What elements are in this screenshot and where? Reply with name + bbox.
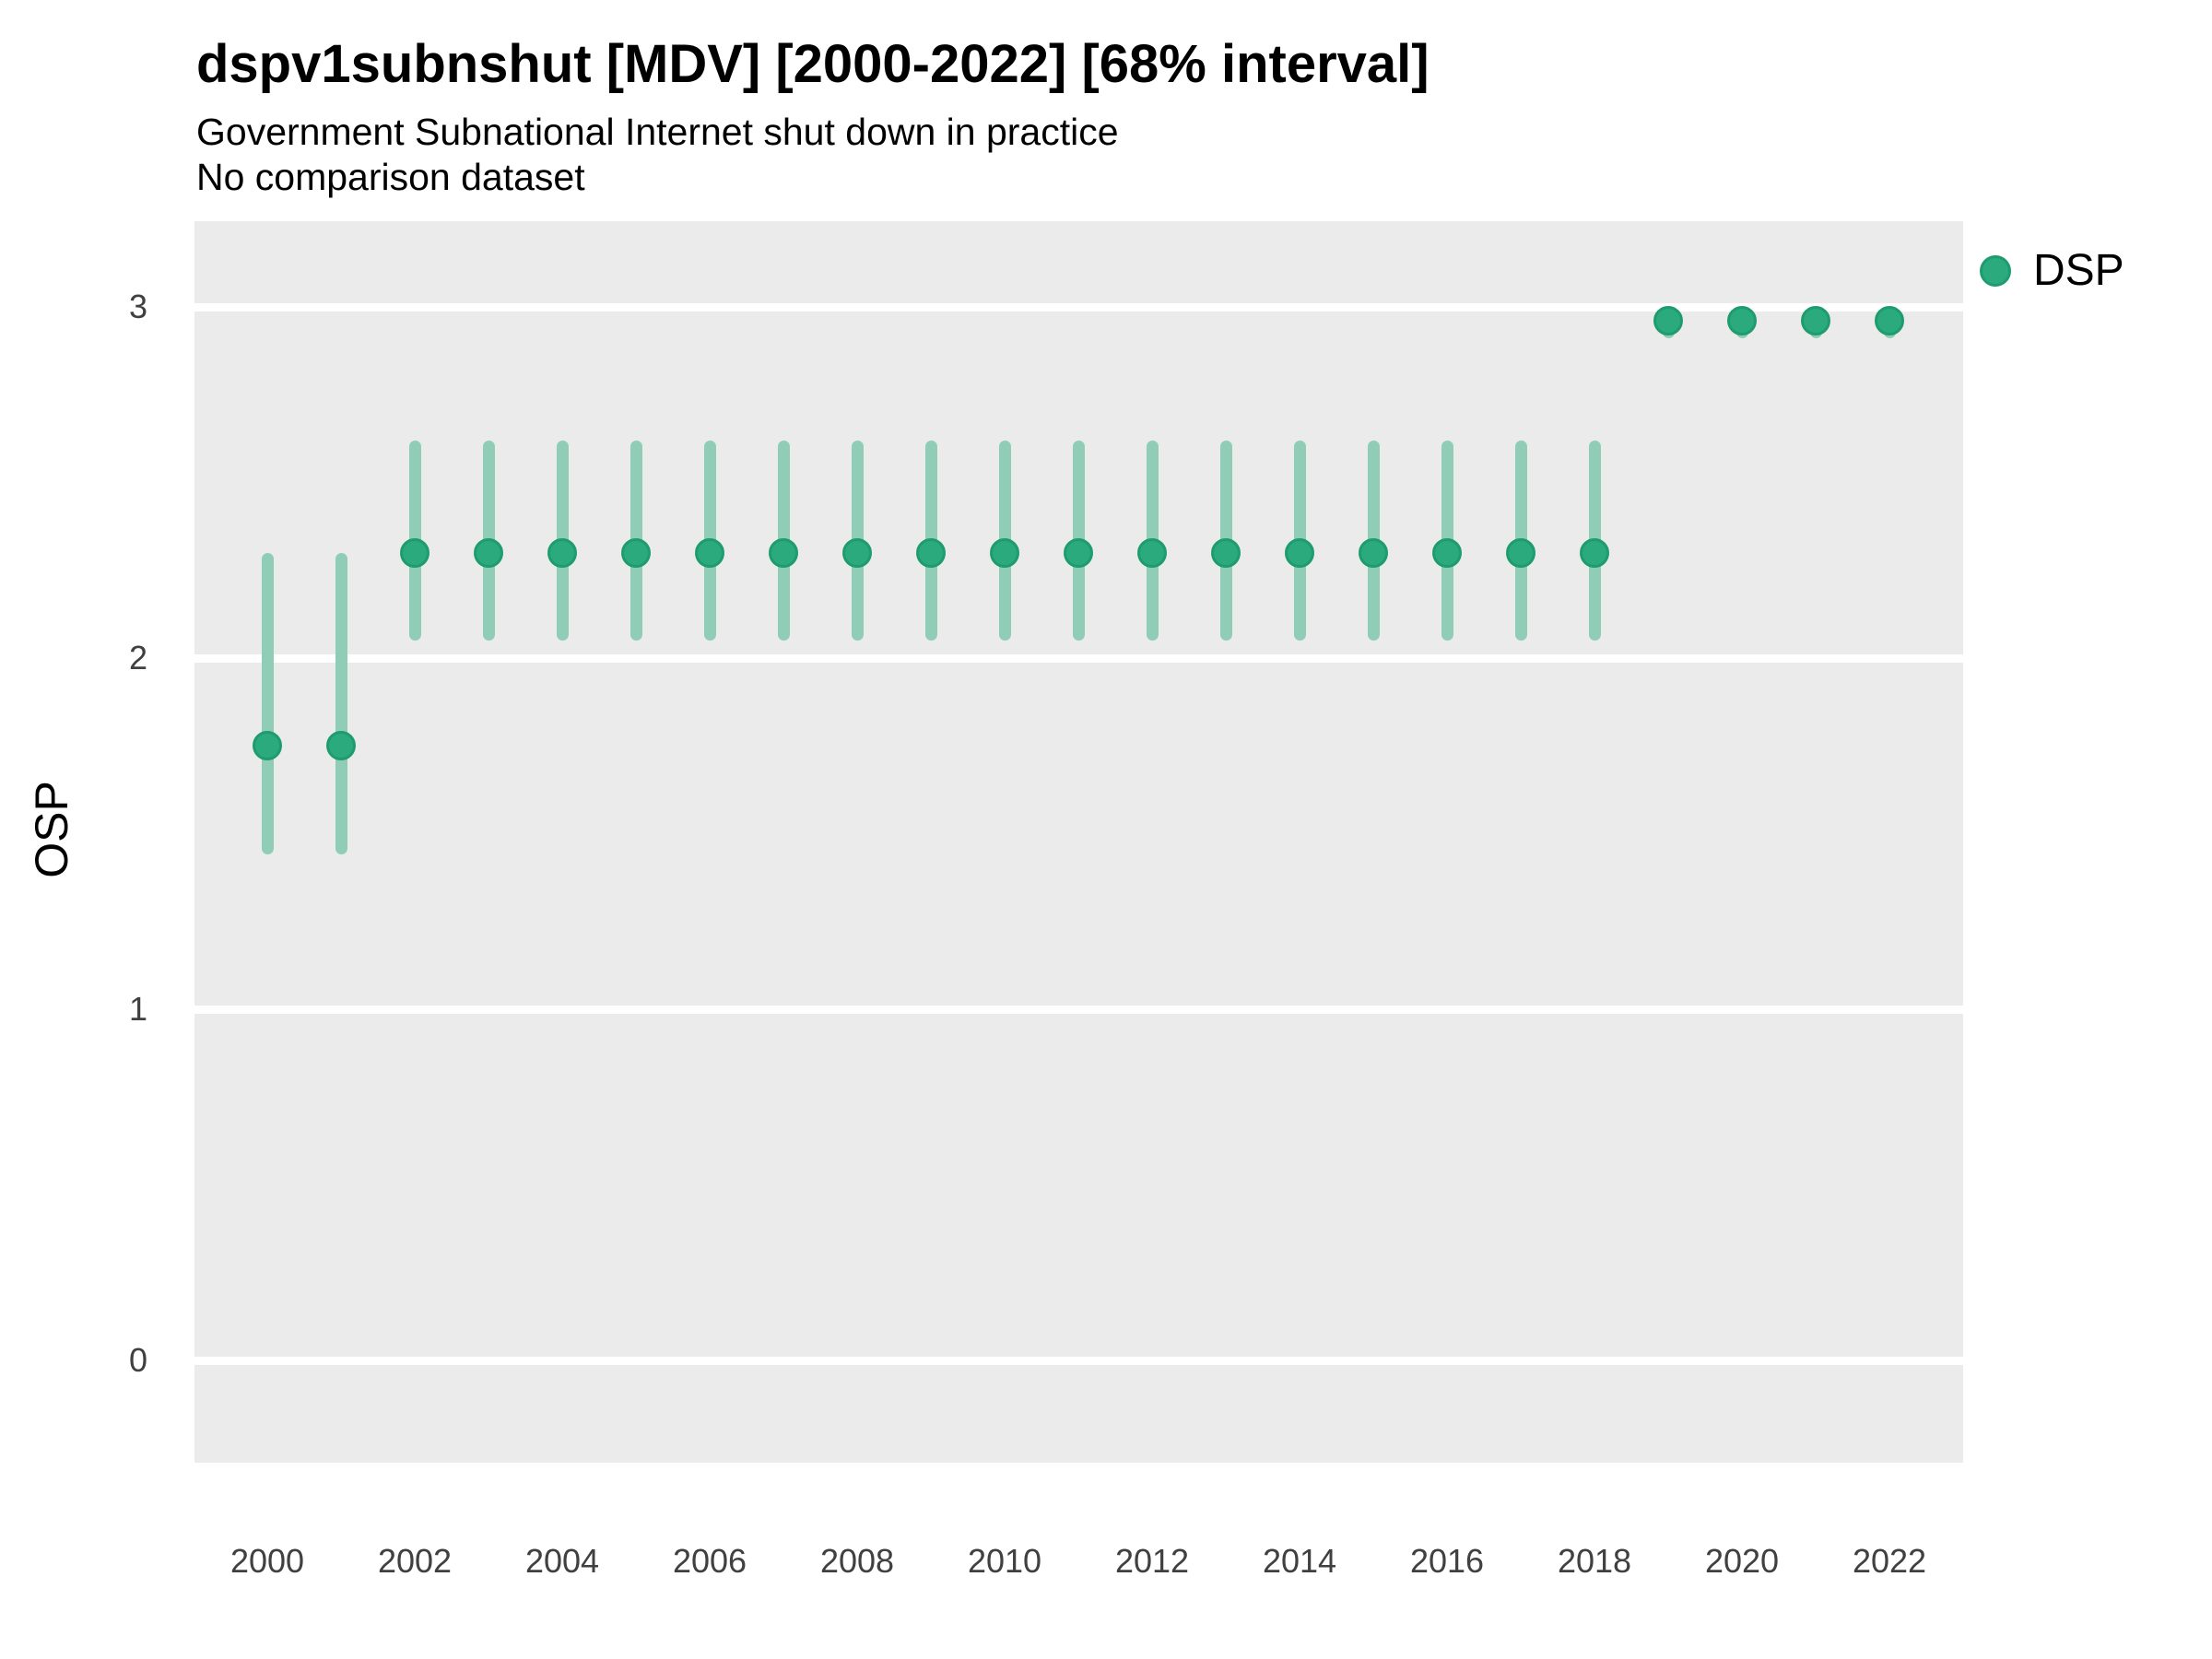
data-point-2009 (916, 537, 946, 568)
data-point-2018 (1580, 537, 1609, 568)
data-point-2020 (1727, 306, 1757, 336)
data-point-2012 (1137, 537, 1167, 568)
x-tick-label-2014: 2014 (1262, 1542, 1337, 1580)
data-point-2001 (326, 731, 356, 761)
data-point-2014 (1285, 537, 1314, 568)
gridline-y-3 (194, 302, 1963, 312)
plot-panel (194, 221, 1963, 1463)
interval-bar-2000 (261, 552, 274, 855)
y-tick-label-1: 1 (128, 990, 147, 1028)
data-point-2021 (1801, 306, 1830, 336)
data-point-2007 (769, 537, 798, 568)
x-tick-label-2010: 2010 (967, 1542, 1042, 1580)
x-tick-label-2004: 2004 (524, 1542, 600, 1580)
comparison-note: No comparison dataset (196, 156, 585, 198)
legend: DSP (1980, 245, 2124, 296)
y-tick-label-2: 2 (128, 639, 147, 677)
x-tick-label-2012: 2012 (1114, 1542, 1190, 1580)
data-point-2003 (474, 537, 503, 568)
x-tick-label-2020: 2020 (1704, 1542, 1780, 1580)
gridline-y-2 (194, 653, 1963, 663)
x-tick-label-2022: 2022 (1852, 1542, 1927, 1580)
data-point-2011 (1064, 537, 1093, 568)
gridline-y-1 (194, 1005, 1963, 1014)
data-point-2006 (695, 537, 724, 568)
data-point-2019 (1653, 306, 1683, 336)
data-point-2022 (1875, 306, 1904, 336)
data-point-2015 (1359, 537, 1388, 568)
y-tick-label-0: 0 (128, 1341, 147, 1379)
data-point-2000 (253, 731, 282, 761)
data-point-2017 (1506, 537, 1535, 568)
interval-bar-2001 (335, 552, 347, 855)
x-tick-label-2000: 2000 (229, 1542, 305, 1580)
legend-label: DSP (2033, 246, 2124, 295)
data-point-2002 (400, 537, 429, 568)
x-tick-label-2008: 2008 (819, 1542, 895, 1580)
data-point-2016 (1432, 537, 1462, 568)
data-point-2013 (1211, 537, 1241, 568)
x-tick-label-2006: 2006 (672, 1542, 747, 1580)
data-point-2004 (547, 537, 577, 568)
y-axis-title: OSP (26, 781, 77, 878)
chart-title: dspv1subnshut [MDV] [2000-2022] [68% int… (196, 34, 1430, 94)
x-tick-label-2018: 2018 (1557, 1542, 1632, 1580)
data-point-2008 (842, 537, 872, 568)
data-point-2010 (990, 537, 1019, 568)
chart-subtitle: Government Subnational Internet shut dow… (196, 111, 1119, 153)
gridline-y-0 (194, 1356, 1963, 1365)
y-tick-label-3: 3 (128, 288, 147, 325)
data-point-2005 (621, 537, 651, 568)
x-tick-label-2002: 2002 (377, 1542, 453, 1580)
legend-circle-icon (1980, 254, 2011, 287)
x-tick-label-2016: 2016 (1409, 1542, 1485, 1580)
